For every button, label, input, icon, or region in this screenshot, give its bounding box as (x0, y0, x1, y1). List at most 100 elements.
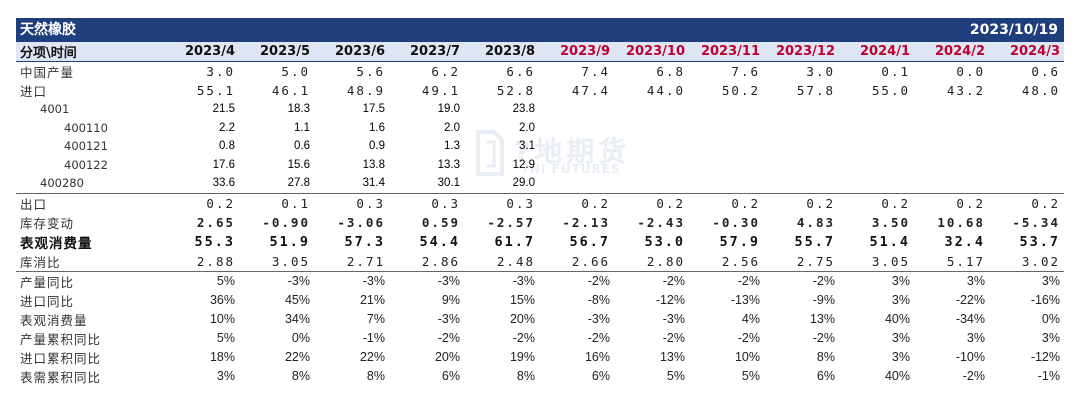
table-row: 4001 21.5 18.3 17.5 19.0 23.8 (16, 100, 1064, 119)
table-cell: 7.6 (731, 64, 760, 79)
table-cell: 2.0 (444, 121, 460, 134)
header-period: 2023/9 (539, 42, 614, 62)
table-row: 表观消费量 55.3 51.9 57.3 54.4 61.7 56.7 53.0 57.9 55.… (16, 232, 1064, 252)
table-cell: -1% (1037, 369, 1060, 383)
row-label: 库存变动 (20, 215, 75, 231)
table-cell: 16% (584, 350, 610, 364)
table-row: 库消比 2.88 3.05 2.71 2.86 2.48 2.66 2.80 2.56 2.75 3… (16, 252, 1064, 272)
table-cell: 48.9 (346, 83, 385, 98)
table-cell (539, 156, 614, 175)
table-cell: 57.3 (344, 233, 385, 250)
table-cell: 0.2 (914, 192, 989, 213)
report-date: 2023/10/19 (969, 22, 1058, 38)
table-cell: 7% (366, 312, 385, 326)
table-cell: 2.80 (646, 253, 685, 269)
table-cell (614, 137, 689, 156)
table-cell: 44.0 (646, 83, 685, 98)
table-cell: -2% (764, 270, 839, 291)
table-cell (914, 137, 989, 156)
header-period: 2023/4 (164, 42, 239, 62)
table-cell: -2% (512, 331, 535, 345)
table-cell: 0.2 (764, 192, 839, 213)
table-cell: 18.3 (287, 103, 310, 116)
row-label: 库消比 (20, 254, 61, 270)
table-cell: 2.71 (346, 253, 385, 269)
table-cell: 10% (209, 312, 235, 326)
table-row: 中国产量 3.0 5.0 5.6 6.2 6.6 7.4 6.8 7.6 3.0 0.1 0.0 0.6 (16, 62, 1064, 82)
table-cell: 31.4 (362, 177, 385, 190)
table-cell: 0.2 (839, 192, 914, 213)
table-cell (914, 174, 989, 193)
row-label: 4001 (40, 102, 70, 117)
table-cell: 3% (914, 270, 989, 291)
table-cell: 0.9 (369, 140, 385, 153)
row-label: 400122 (64, 157, 108, 172)
table-cell: 10% (734, 350, 760, 364)
table-cell: 51.9 (269, 233, 310, 250)
table-cell: 0.2 (164, 192, 239, 213)
table-cell (839, 100, 914, 119)
table-cell: 5% (216, 331, 235, 345)
watermark-logo: ?地期货 ?NI FUTURES (474, 124, 644, 186)
table-cell: -2% (689, 270, 764, 291)
table-cell: 3.0 (206, 64, 235, 79)
table-cell: 52.8 (496, 83, 535, 98)
table-cell: 43.2 (946, 83, 985, 98)
table-cell: 3% (216, 369, 235, 383)
table-cell: -2% (614, 270, 689, 291)
table-cell: 0.3 (389, 192, 464, 213)
header-period: 2023/10 (614, 42, 689, 62)
header-row: 分项\时间 2023/4 2023/5 2023/6 2023/7 2023/8 2023… (16, 42, 1064, 62)
table-cell: 18% (209, 350, 235, 364)
table-cell: 10.68 (937, 214, 985, 230)
table-cell: -2.43 (637, 214, 685, 230)
table-cell: 0.3 (464, 192, 539, 213)
row-label: 出口 (16, 192, 164, 213)
table-title: 天然橡胶 (20, 22, 76, 38)
row-label: 表观消费量 (20, 235, 93, 252)
table-cell: 3.0 (806, 64, 835, 79)
table-cell: 0.8 (219, 140, 235, 153)
table-cell (989, 156, 1064, 175)
table-cell: -34% (955, 312, 985, 326)
row-label: 进口累积同比 (20, 350, 102, 366)
table-cell: 55.0 (871, 83, 910, 98)
header-period: 2023/5 (239, 42, 314, 62)
row-label: 表需累积同比 (20, 369, 102, 385)
table-row: 表需累积同比 3% 8% 8% 6% 8% 6% 5% 5% 6% 40% -2% -1% (16, 367, 1064, 386)
table-cell: 1.3 (444, 140, 460, 153)
table-cell: -10% (955, 350, 985, 364)
table-cell: 2.2 (219, 121, 235, 134)
table-cell: 1.1 (294, 121, 310, 134)
table-cell: -2% (812, 331, 835, 345)
table-cell: 0.2 (689, 192, 764, 213)
header-period: 2024/1 (839, 42, 914, 62)
table-cell: 12.9 (512, 158, 535, 171)
row-label: 400280 (40, 176, 84, 191)
table-cell: 53.0 (644, 233, 685, 250)
table-cell: 6% (441, 369, 460, 383)
table-cell (614, 100, 689, 119)
table-cell: 29.0 (512, 177, 535, 190)
table-cell (539, 100, 614, 119)
table-cell: 0.6 (1031, 64, 1060, 79)
watermark-text-en: ?NI FUTURES (522, 162, 621, 176)
table-cell: 19% (509, 350, 535, 364)
table-row: 进口累积同比 18% 22% 22% 20% 19% 16% 13% 10% 8% 3% -10% -1… (16, 348, 1064, 367)
table-cell: 13% (809, 312, 835, 326)
table-cell: 54.4 (419, 233, 460, 250)
table-cell: -9% (812, 293, 835, 307)
row-label: 进口 (20, 84, 48, 99)
table-row: 表观消费量 10% 34% 7% -3% 20% -3% -3% 4% 13% 40% -34% 0% (16, 310, 1064, 329)
table-cell: 22% (359, 350, 385, 364)
table-cell: 21.5 (212, 103, 235, 116)
table-cell: -2.13 (562, 214, 610, 230)
table-cell: 5% (164, 270, 239, 291)
table-cell: 3.05 (871, 253, 910, 269)
table-cell: 19.0 (437, 103, 460, 116)
table-row: 库存变动 2.65 -0.90 -3.06 0.59 -2.57 -2.13 -2.43 -0.… (16, 213, 1064, 232)
table-cell: 5% (666, 369, 685, 383)
table-cell: 45% (284, 293, 310, 307)
table-cell: -3% (314, 270, 389, 291)
table-cell: -0.30 (712, 214, 760, 230)
